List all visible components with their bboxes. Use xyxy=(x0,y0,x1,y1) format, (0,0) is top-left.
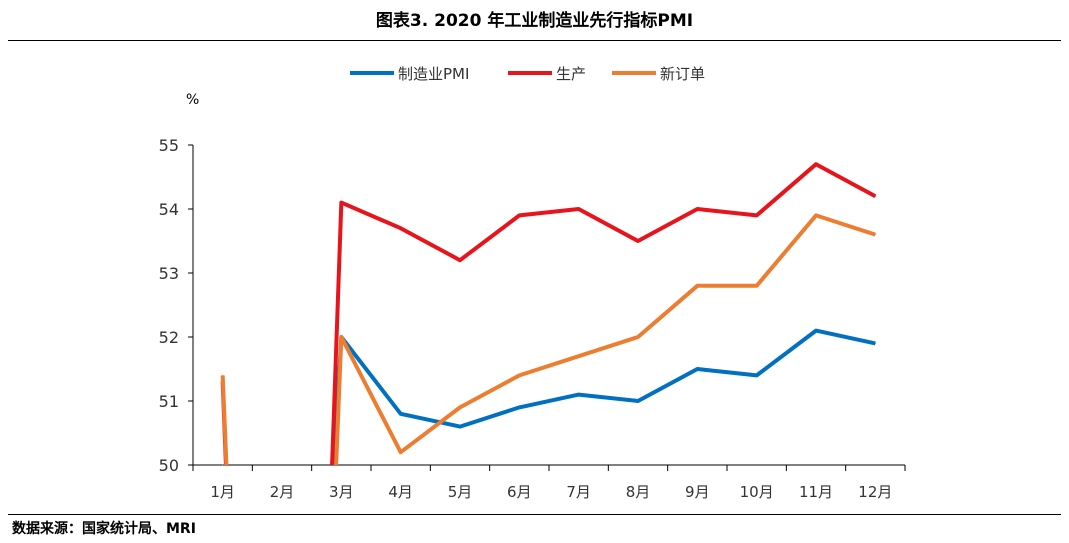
data-point xyxy=(696,285,698,287)
y-axis-label: % xyxy=(186,92,199,108)
series-line xyxy=(332,328,876,466)
data-point xyxy=(874,234,876,236)
data-point xyxy=(340,336,342,338)
series-line xyxy=(220,213,876,466)
x-tick-label: 12月 xyxy=(858,483,892,501)
data-point xyxy=(518,406,520,408)
data-point xyxy=(756,374,758,376)
series-line xyxy=(220,162,877,466)
y-tick-label: 55 xyxy=(159,136,179,155)
x-tick-label: 11月 xyxy=(799,483,833,501)
top-divider xyxy=(8,40,1061,41)
legend: 制造业PMI 生产 新订单 xyxy=(350,65,705,83)
series-lines xyxy=(220,162,877,466)
x-tick-label: 1月 xyxy=(210,483,235,501)
x-tick-label: 3月 xyxy=(329,483,354,501)
data-point xyxy=(696,208,698,210)
x-tick-label: 7月 xyxy=(566,483,591,501)
legend-label: 新订单 xyxy=(660,65,705,83)
data-point xyxy=(222,374,224,376)
data-point xyxy=(637,336,639,338)
data-point xyxy=(756,285,758,287)
data-point xyxy=(340,202,342,204)
x-tick-label: 5月 xyxy=(448,483,473,501)
data-point xyxy=(696,368,698,370)
data-point xyxy=(400,227,402,229)
bottom-divider xyxy=(8,514,1061,515)
data-point xyxy=(400,451,402,453)
y-tick-label: 50 xyxy=(159,456,179,475)
axes: 50 51 52 53 54 55 1月 2月 3月 4月 5月 6月 7月 8月 9月 10月 11月 12月 xyxy=(159,136,906,501)
data-point xyxy=(756,214,758,216)
data-point xyxy=(815,214,817,216)
x-tick-label: 9月 xyxy=(685,483,710,501)
chart-title: 图表3. 2020 年工业制造业先行指标PMI xyxy=(375,11,694,31)
data-point xyxy=(874,342,876,344)
y-tick-label: 54 xyxy=(159,200,179,219)
x-tick-label: 10月 xyxy=(740,483,774,501)
data-point xyxy=(637,240,639,242)
data-point xyxy=(815,163,817,165)
data-point xyxy=(222,464,224,466)
source-note: 数据来源：国家统计局、MRI xyxy=(12,521,196,537)
y-tick-label: 52 xyxy=(159,328,179,347)
x-tick-label: 6月 xyxy=(507,483,532,501)
data-point xyxy=(518,374,520,376)
data-point xyxy=(815,330,817,332)
data-point xyxy=(400,413,402,415)
y-tick-label: 53 xyxy=(159,264,179,283)
data-point xyxy=(459,406,461,408)
data-point xyxy=(459,259,461,261)
data-point xyxy=(578,394,580,396)
data-point xyxy=(518,214,520,216)
data-point xyxy=(578,355,580,357)
x-tick-label: 4月 xyxy=(388,483,413,501)
data-point xyxy=(578,208,580,210)
x-tick-label: 8月 xyxy=(626,483,651,501)
legend-label: 生产 xyxy=(556,65,586,83)
data-point xyxy=(874,195,876,197)
legend-label: 制造业PMI xyxy=(398,65,469,83)
x-tick-label: 2月 xyxy=(270,483,295,501)
y-tick-label: 51 xyxy=(159,392,179,411)
data-point xyxy=(459,426,461,428)
data-point xyxy=(637,400,639,402)
line-chart: 制造业PMI 生产 新订单 % 50 51 52 53 54 55 1月 2月 3月 4月 5月 6月 7月… xyxy=(159,65,906,501)
